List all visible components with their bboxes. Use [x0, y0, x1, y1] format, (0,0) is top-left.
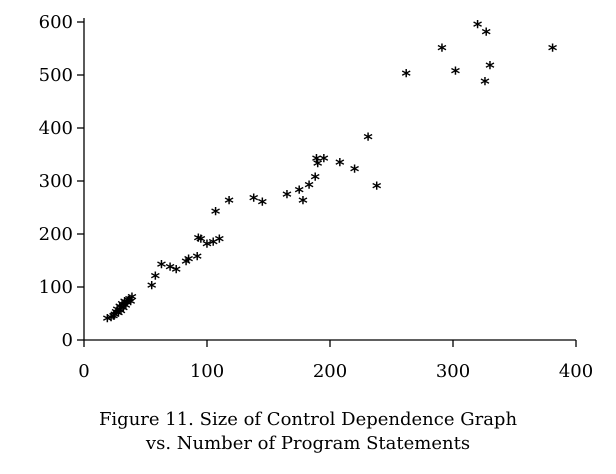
x-tick-label: 200	[313, 361, 347, 382]
data-point: *	[165, 259, 175, 280]
data-point: *	[211, 204, 221, 225]
y-tick-label: 600	[39, 12, 73, 33]
data-point: *	[215, 231, 225, 252]
data-point: *	[125, 291, 135, 312]
data-point: *	[548, 41, 558, 62]
data-point: *	[312, 151, 322, 172]
y-tick-label: 500	[39, 65, 73, 86]
data-point: *	[304, 177, 314, 198]
data-point: *	[119, 300, 129, 321]
data-point: *	[111, 305, 121, 326]
y-tick-label: 300	[39, 171, 73, 192]
y-tick-label: 0	[62, 330, 73, 351]
data-point: *	[335, 155, 345, 176]
data-point: *	[192, 249, 202, 270]
data-point: *	[451, 63, 461, 84]
data-point: *	[480, 74, 490, 95]
data-point: *	[114, 306, 124, 327]
y-tick-label: 100	[39, 277, 73, 298]
data-point: *	[184, 252, 194, 273]
x-tick-label: 100	[190, 361, 224, 382]
data-point: *	[151, 268, 161, 289]
data-point: *	[258, 194, 268, 215]
data-point: *	[350, 161, 360, 182]
caption-line-1: Figure 11. Size of Control Dependence Gr…	[98, 409, 518, 430]
data-point: *	[372, 178, 382, 199]
tick-labels: 0 100 200 300 400 0 100 200 300 400 500 600	[39, 12, 594, 382]
data-point: *	[109, 309, 119, 330]
data-point: *	[103, 311, 113, 332]
data-point: *	[311, 169, 321, 190]
data-point: *	[481, 25, 491, 46]
data-point: *	[298, 193, 308, 214]
data-point: *	[122, 295, 132, 316]
data-point: *	[485, 58, 495, 79]
data-point: *	[117, 297, 127, 318]
axes	[83, 18, 576, 341]
data-point: *	[282, 187, 292, 208]
data-point: *	[402, 66, 412, 87]
data-point: *	[127, 290, 137, 311]
data-point: *	[295, 183, 305, 204]
data-point: *	[249, 191, 259, 212]
data-point: *	[319, 151, 329, 172]
figure-caption: Figure 11. Size of Control Dependence Gr…	[0, 408, 616, 456]
data-point: *	[437, 41, 447, 62]
data-point: *	[147, 278, 157, 299]
caption-line-2: vs. Number of Program Statements	[145, 433, 471, 454]
data-point: *	[121, 298, 131, 319]
data-point: *	[124, 293, 134, 314]
data-point: *	[115, 299, 125, 320]
data-point: *	[112, 302, 122, 323]
data-point: *	[106, 310, 116, 331]
y-tick-label: 200	[39, 224, 73, 245]
data-point: *	[363, 130, 373, 151]
x-tick-label: 400	[559, 361, 593, 382]
y-tick-label: 400	[39, 118, 73, 139]
data-point: *	[208, 235, 218, 256]
data-point: *	[110, 307, 120, 328]
data-point: *	[120, 294, 130, 315]
data-point: *	[313, 156, 323, 177]
data-point: *	[116, 303, 126, 324]
data-point: *	[194, 230, 204, 251]
data-point: *	[202, 237, 212, 258]
data-point: *	[181, 254, 191, 275]
tick-marks	[77, 21, 577, 347]
data-point: *	[172, 262, 182, 283]
data-point: *	[224, 193, 234, 214]
x-tick-label: 0	[78, 361, 89, 382]
data-point: *	[473, 17, 483, 38]
data-points: ********************* ** ** ******** * * * ****…	[103, 17, 558, 332]
data-point: *	[157, 257, 167, 278]
data-point: *	[196, 231, 206, 252]
x-tick-label: 300	[436, 361, 470, 382]
data-point: *	[126, 294, 136, 315]
